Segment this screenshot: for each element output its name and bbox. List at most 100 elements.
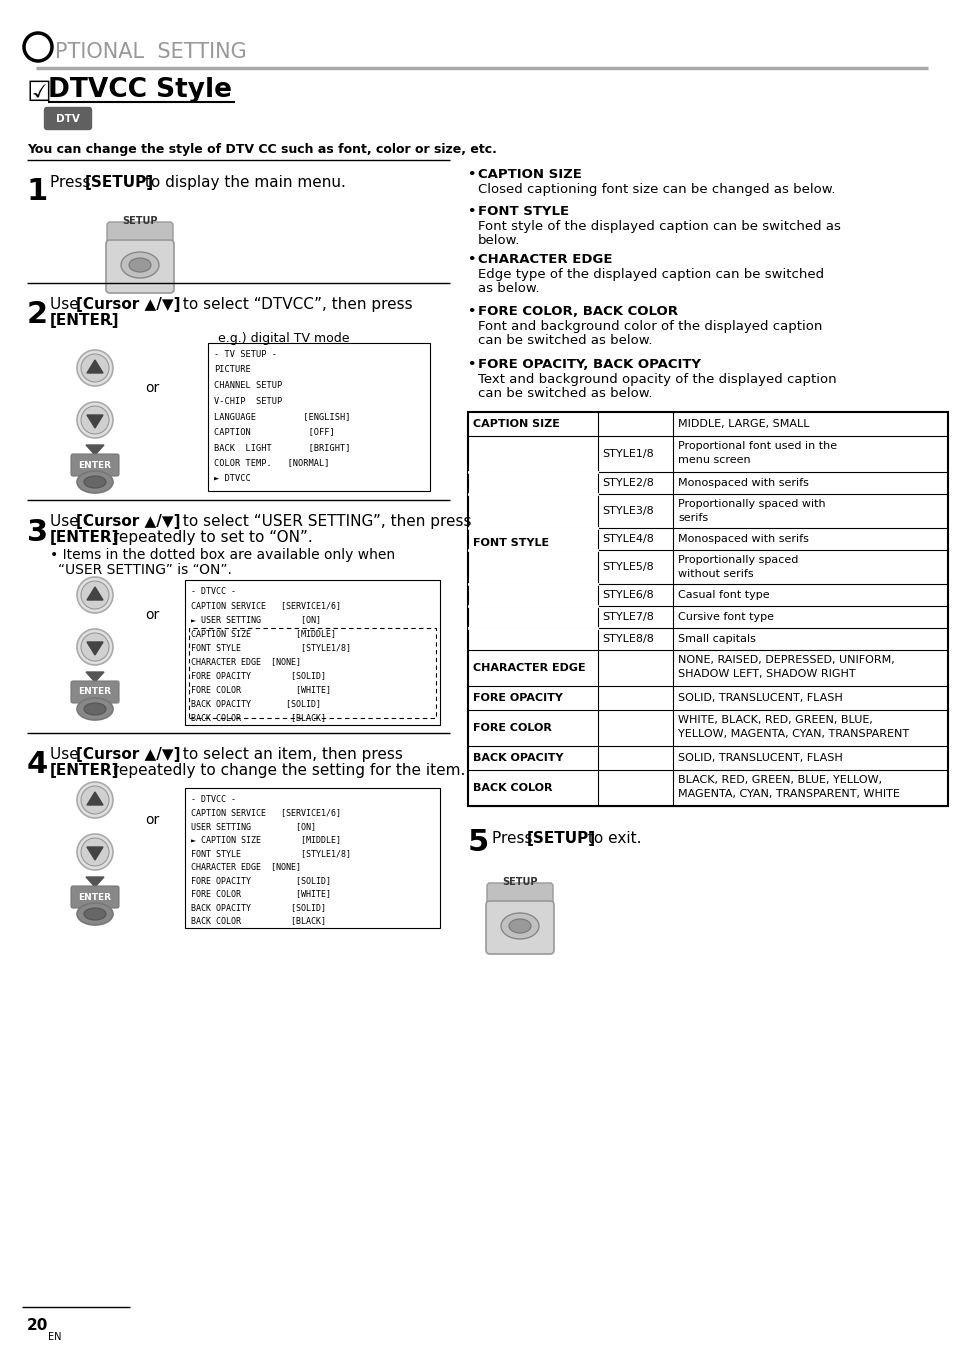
Text: SOLID, TRANSLUCENT, FLASH: SOLID, TRANSLUCENT, FLASH [678, 693, 841, 704]
Text: CAPTION SERVICE   [SERVICE1/6]: CAPTION SERVICE [SERVICE1/6] [191, 809, 340, 817]
Text: BACK OPACITY        [SOLID]: BACK OPACITY [SOLID] [191, 903, 326, 913]
Polygon shape [87, 847, 103, 860]
Text: [ENTER]: [ENTER] [50, 530, 119, 545]
Text: repeatedly to change the setting for the item.: repeatedly to change the setting for the… [108, 763, 465, 778]
Text: CAPTION SIZE: CAPTION SIZE [473, 419, 559, 429]
Text: STYLE6/8: STYLE6/8 [601, 590, 653, 600]
Text: ► DTVCC: ► DTVCC [213, 474, 251, 483]
Text: ☑: ☑ [27, 80, 51, 106]
Text: - TV SETUP -: - TV SETUP - [213, 350, 276, 359]
Ellipse shape [121, 252, 159, 278]
Bar [468, 412, 947, 806]
Text: “USER SETTING” is “ON”.: “USER SETTING” is “ON”. [58, 563, 232, 577]
Text: Proportional font used in the: Proportional font used in the [678, 441, 836, 452]
Circle shape [81, 581, 109, 609]
Text: NONE, RAISED, DEPRESSED, UNIFORM,: NONE, RAISED, DEPRESSED, UNIFORM, [678, 655, 894, 665]
Text: 20: 20 [27, 1318, 49, 1333]
Text: DTV: DTV [56, 115, 80, 124]
Text: •: • [468, 205, 480, 218]
Text: Use: Use [50, 514, 84, 528]
Text: 1: 1 [27, 177, 49, 206]
Text: [Cursor ▲/▼]: [Cursor ▲/▼] [76, 747, 180, 762]
Ellipse shape [84, 909, 106, 919]
Text: Proportionally spaced: Proportionally spaced [678, 555, 798, 565]
Text: LANGUAGE         [ENGLISH]: LANGUAGE [ENGLISH] [213, 412, 350, 421]
FancyBboxPatch shape [107, 222, 172, 244]
Text: EN: EN [48, 1332, 61, 1343]
Text: Use: Use [50, 297, 84, 311]
FancyBboxPatch shape [71, 454, 119, 476]
Ellipse shape [509, 919, 531, 933]
Text: FORE COLOR           [WHITE]: FORE COLOR [WHITE] [191, 685, 331, 694]
Bar [189, 628, 436, 718]
Text: FORE OPACITY: FORE OPACITY [473, 693, 562, 704]
Polygon shape [87, 586, 103, 600]
Text: CAPTION SIZE         [MIDDLE]: CAPTION SIZE [MIDDLE] [191, 630, 335, 638]
Text: STYLE1/8: STYLE1/8 [601, 449, 653, 460]
Text: You can change the style of DTV CC such as font, color or size, etc.: You can change the style of DTV CC such … [27, 143, 497, 156]
Text: as below.: as below. [477, 282, 539, 295]
Text: YELLOW, MAGENTA, CYAN, TRANSPARENT: YELLOW, MAGENTA, CYAN, TRANSPARENT [678, 729, 908, 739]
Circle shape [77, 834, 112, 869]
Text: BACK OPACITY       [SOLID]: BACK OPACITY [SOLID] [191, 700, 320, 708]
Text: STYLE4/8: STYLE4/8 [601, 534, 653, 545]
Text: •: • [468, 168, 480, 181]
Text: FORE COLOR           [WHITE]: FORE COLOR [WHITE] [191, 890, 331, 899]
Text: Font and background color of the displayed caption: Font and background color of the display… [477, 319, 821, 333]
Text: FONT STYLE            [STYLE1/8]: FONT STYLE [STYLE1/8] [191, 643, 351, 652]
Text: USER SETTING         [ON]: USER SETTING [ON] [191, 822, 315, 830]
Text: to select an item, then press: to select an item, then press [178, 747, 402, 762]
Text: repeatedly to set to “ON”.: repeatedly to set to “ON”. [108, 530, 313, 545]
Text: CHARACTER EDGE: CHARACTER EDGE [473, 663, 585, 673]
Text: FORE COLOR: FORE COLOR [473, 723, 551, 733]
Text: MAGENTA, CYAN, TRANSPARENT, WHITE: MAGENTA, CYAN, TRANSPARENT, WHITE [678, 789, 899, 799]
Text: BLACK, RED, GREEN, BLUE, YELLOW,: BLACK, RED, GREEN, BLUE, YELLOW, [678, 775, 882, 785]
Text: 3: 3 [27, 518, 48, 547]
Ellipse shape [500, 913, 538, 940]
Bar [185, 789, 439, 927]
Text: menu screen: menu screen [678, 456, 750, 465]
Ellipse shape [129, 257, 151, 272]
Text: CAPTION           [OFF]: CAPTION [OFF] [213, 427, 335, 437]
Text: FORE OPACITY        [SOLID]: FORE OPACITY [SOLID] [191, 671, 326, 679]
Text: BACK COLOR: BACK COLOR [473, 783, 552, 793]
Text: SOLID, TRANSLUCENT, FLASH: SOLID, TRANSLUCENT, FLASH [678, 754, 841, 763]
Circle shape [81, 406, 109, 434]
Text: to display the main menu.: to display the main menu. [140, 175, 346, 190]
Text: [ENTER]: [ENTER] [50, 763, 119, 778]
Text: ► USER SETTING        [ON]: ► USER SETTING [ON] [191, 615, 320, 624]
Text: to select “DTVCC”, then press: to select “DTVCC”, then press [178, 297, 413, 311]
Text: FONT STYLE            [STYLE1/8]: FONT STYLE [STYLE1/8] [191, 849, 351, 857]
FancyBboxPatch shape [71, 681, 119, 704]
Polygon shape [87, 415, 103, 429]
Bar [185, 580, 439, 725]
Text: - DTVCC -: - DTVCC - [191, 795, 235, 803]
Text: FORE COLOR, BACK COLOR: FORE COLOR, BACK COLOR [477, 305, 678, 318]
Text: [SETUP]: [SETUP] [85, 175, 154, 190]
Text: Casual font type: Casual font type [678, 590, 769, 600]
Text: Small capitals: Small capitals [678, 634, 755, 644]
Text: MIDDLE, LARGE, SMALL: MIDDLE, LARGE, SMALL [678, 419, 809, 429]
Circle shape [77, 402, 112, 438]
Ellipse shape [77, 903, 112, 925]
Circle shape [77, 577, 112, 613]
Circle shape [81, 838, 109, 865]
Text: Monospaced with serifs: Monospaced with serifs [678, 534, 808, 545]
Text: STYLE3/8: STYLE3/8 [601, 506, 653, 516]
Text: to exit.: to exit. [582, 830, 640, 847]
Text: can be switched as below.: can be switched as below. [477, 387, 652, 400]
Circle shape [77, 350, 112, 386]
Text: 5: 5 [468, 828, 489, 857]
Ellipse shape [84, 476, 106, 488]
Text: Closed captioning font size can be changed as below.: Closed captioning font size can be chang… [477, 183, 835, 195]
Text: Cursive font type: Cursive font type [678, 612, 773, 621]
Text: [Cursor ▲/▼]: [Cursor ▲/▼] [76, 514, 180, 528]
Ellipse shape [77, 470, 112, 493]
Text: Monospaced with serifs: Monospaced with serifs [678, 479, 808, 488]
FancyBboxPatch shape [486, 883, 553, 905]
Text: SHADOW LEFT, SHADOW RIGHT: SHADOW LEFT, SHADOW RIGHT [678, 669, 855, 679]
Text: without serifs: without serifs [678, 569, 753, 580]
Text: PICTURE: PICTURE [213, 365, 251, 375]
FancyBboxPatch shape [45, 108, 91, 129]
Text: [ENTER]: [ENTER] [50, 313, 119, 328]
